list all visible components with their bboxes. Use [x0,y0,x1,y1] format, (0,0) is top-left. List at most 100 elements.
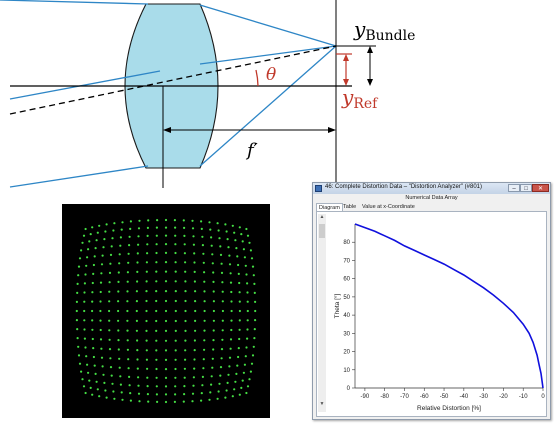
grid-dot [108,290,111,293]
y-axis-label: Theta [°] [333,293,341,318]
grid-dot [137,376,140,379]
grid-dot [83,319,86,322]
close-icon[interactable]: ✕ [532,184,549,192]
grid-dot [138,219,141,222]
grid-dot [99,300,102,303]
grid-dot [155,290,158,293]
grid-dot [191,392,195,395]
scroll-down-icon[interactable]: ▼ [319,401,325,407]
grid-dot [155,299,158,303]
grid-dot [240,233,243,236]
grid-dot [224,396,227,399]
grid-dot [234,380,237,383]
window-titlebar[interactable]: 46: Complete Distortion Data – "Distorti… [313,183,550,194]
grid-dot [221,300,224,303]
grid-dot [127,252,130,255]
grid-dot [105,396,108,399]
grid-dot [76,282,79,285]
grid-dot [174,349,177,352]
grid-dot [136,270,139,273]
grid-dot [145,299,148,303]
grid-dot [77,354,81,357]
grid-dot [250,257,254,260]
grid-dot [174,243,177,246]
grid-dot [113,397,116,400]
grid-dot [200,227,203,230]
grid-dot [91,226,94,229]
grid-dot [230,290,233,294]
app-icon [315,185,322,192]
grid-dot [136,261,139,264]
grid-dot [184,299,187,303]
grid-dot [221,309,224,313]
grid-dot [127,367,130,370]
grid-dot [78,362,82,365]
y-tick-label: 20 [343,350,350,356]
grid-dot [109,357,112,360]
grid-dot [248,241,251,244]
distortion-data-window[interactable]: 46: Complete Distortion Data – "Distorti… [312,182,551,420]
grid-dot [183,243,186,246]
tab-value-at-x[interactable]: Value at x-Coordinate [362,204,415,210]
grid-dot [164,261,168,264]
scroll-up-icon[interactable]: ▲ [319,214,325,220]
grid-dot [88,240,91,243]
grid-dot [145,358,148,361]
grid-dot [254,300,257,303]
y-tick-label: 40 [343,313,350,319]
grid-dot [137,227,141,230]
grid-dot [145,319,148,323]
grid-dot [246,234,250,237]
grid-dot [118,357,121,360]
grid-dot [244,355,247,358]
grid-dot [211,357,214,360]
grid-dot [212,300,215,303]
grid-dot [219,245,222,248]
grid-dot [164,385,168,388]
grid-dot [129,227,132,230]
grid-dot [183,252,186,255]
grid-dot [111,237,114,240]
grid-dot [99,309,102,313]
grid-dot [84,227,87,231]
grid-dot [220,271,224,274]
bundle-arrow-top [367,46,373,53]
maximize-icon[interactable]: □ [520,184,532,192]
scroll-thumb[interactable] [319,224,325,238]
ray-upper-outgoing [199,45,337,65]
grid-dot [194,329,197,332]
grid-dot [75,319,78,322]
vertical-scrollbar[interactable]: ▲ ▼ [318,214,326,412]
tab-table[interactable]: Table [343,204,357,210]
grid-dot [156,219,159,222]
light-rays [0,0,337,188]
grid-dot [119,236,122,239]
grid-dot [164,280,168,283]
grid-dot [108,329,111,332]
grid-dot [126,300,129,303]
tab-diagram[interactable]: Diagram [316,203,343,212]
grid-dot [83,337,86,340]
grid-dot [135,300,138,303]
grid-dot [183,393,186,396]
x-tick-label: -20 [499,394,508,400]
grid-dot [117,329,120,332]
grid-dot [203,290,206,293]
grid-dot [203,339,206,342]
grid-dot [105,223,108,226]
grid-dot [137,384,140,387]
grid-dot [193,280,196,283]
numerical-data-array-label: Numerical Data Array [405,195,458,201]
grid-dot [104,230,107,233]
grid-dot [155,393,158,396]
ray-top-incoming [0,0,149,5]
grid-dot [225,230,228,233]
minimize-icon[interactable]: – [508,184,520,192]
grid-dot [118,366,121,369]
grid-dot [203,348,206,351]
y-tick-label: 80 [343,240,350,246]
grid-dot [98,224,101,227]
grid-dot [246,309,249,313]
grid-dot [229,338,233,341]
grid-dot [202,367,205,370]
